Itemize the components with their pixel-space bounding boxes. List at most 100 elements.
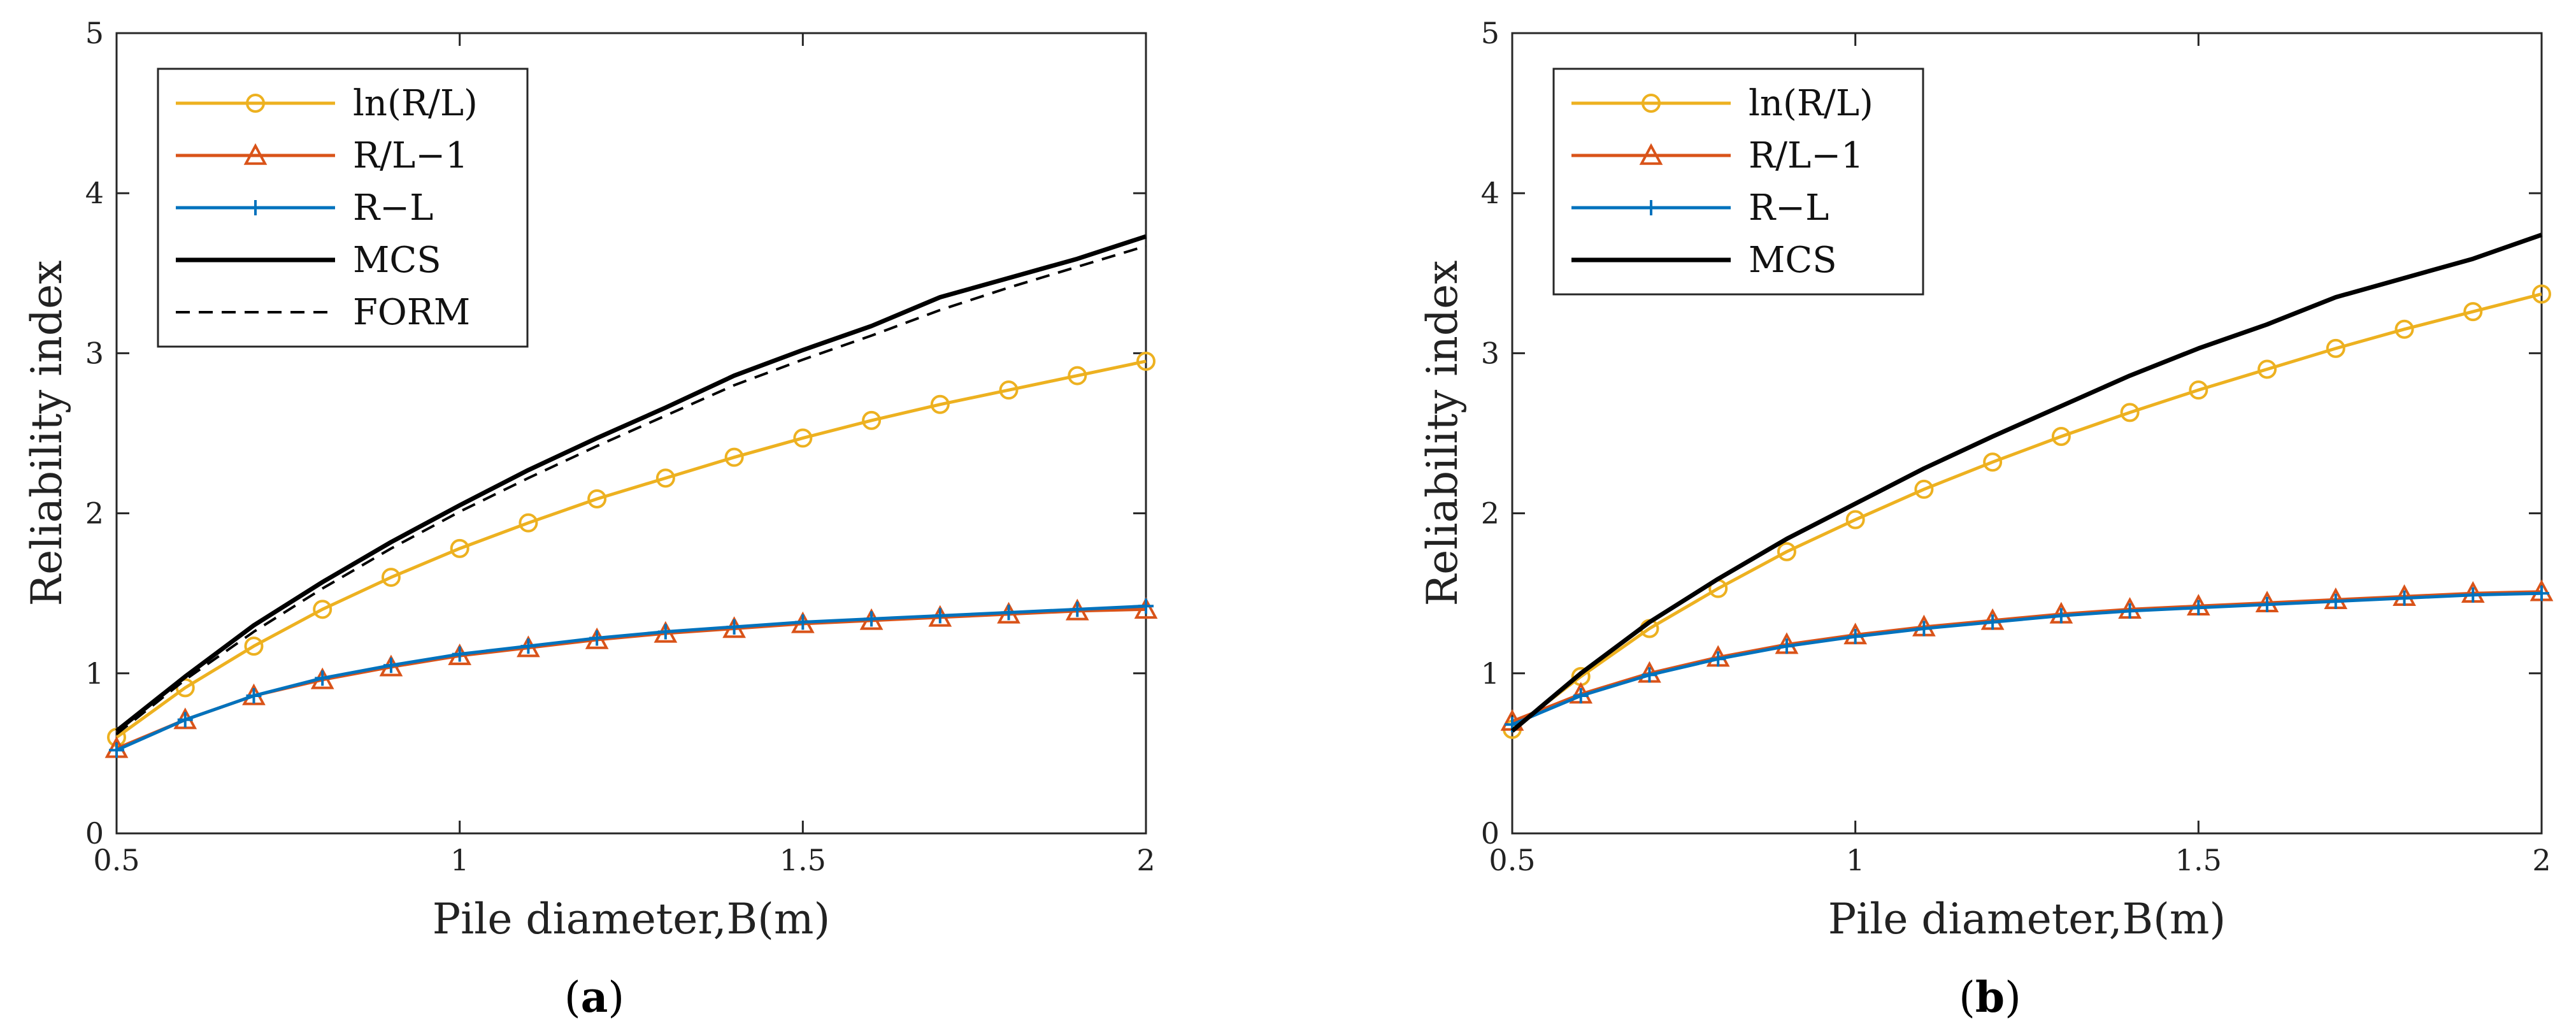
data-point-ln-r-l bbox=[1777, 542, 1796, 561]
data-point-r-l bbox=[1985, 614, 2001, 630]
data-point-ln-r-l bbox=[2258, 359, 2277, 379]
data-point-r-l bbox=[1778, 638, 1794, 654]
y-tick-label: 1 bbox=[85, 656, 104, 691]
legend-marker-r-l bbox=[248, 200, 263, 215]
legend-marker-r-l bbox=[1643, 200, 1659, 215]
data-point-ln-r-l bbox=[2051, 427, 2071, 447]
data-point-r-l bbox=[1710, 651, 1726, 667]
x-tick-label: 2 bbox=[2532, 843, 2551, 877]
legend-marker-ln-r-l bbox=[1642, 94, 1661, 113]
data-point-ln-r-l bbox=[381, 568, 401, 587]
data-point-r-l bbox=[2328, 593, 2343, 609]
x-tick-label: 1.5 bbox=[2175, 843, 2222, 877]
data-point-ln-r-l bbox=[1983, 452, 2003, 472]
data-point-r-l bbox=[520, 638, 536, 654]
series-line-mcs bbox=[115, 234, 1147, 733]
data-point-r-l bbox=[2053, 608, 2069, 624]
panel-label-open: ( bbox=[564, 973, 581, 1022]
legend-label-r-l: R−L bbox=[1749, 187, 1829, 229]
x-tick-label: 2 bbox=[1136, 843, 1155, 877]
panel-a: 0.5 1 1.5 2 0 1 2 3 4 5 ln(R/L) R/L−1 R−L MCS FORM Pi… bbox=[22, 16, 1158, 1022]
data-point-ln-r-l bbox=[793, 428, 813, 448]
data-point-r-l bbox=[1001, 605, 1017, 621]
data-point-ln-r-l bbox=[587, 489, 607, 508]
tick-labels: 0.5 1 1.5 2 0 1 2 3 4 5 bbox=[1481, 16, 2551, 877]
x-tick-label: 0.5 bbox=[93, 843, 140, 877]
series-line-ln-r-l bbox=[1511, 292, 2542, 731]
data-point-r-l bbox=[1642, 667, 1657, 683]
data-point-ln-r-l bbox=[2120, 403, 2140, 422]
data-point-r-l bbox=[452, 646, 468, 662]
y-tick-label: 0 bbox=[85, 816, 104, 851]
legend-label-form: FORM bbox=[353, 292, 470, 333]
data-point-ln-r-l bbox=[2532, 284, 2551, 304]
data-point-r-l bbox=[383, 658, 399, 673]
data-point-ln-r-l bbox=[313, 600, 333, 619]
data-point-ln-r-l bbox=[1136, 351, 1156, 371]
panel-label-close: ) bbox=[2005, 973, 2021, 1022]
legend-marker-ln-r-l bbox=[246, 94, 265, 113]
legend-label-r-l: R−L bbox=[353, 187, 433, 229]
data-point-r-l bbox=[246, 687, 262, 703]
data-point-r-l bbox=[932, 608, 948, 624]
y-tick-label: 5 bbox=[1481, 16, 1499, 50]
y-tick-label: 5 bbox=[85, 16, 104, 50]
y-axis-label: Reliability index bbox=[22, 261, 71, 607]
x-tick-label: 0.5 bbox=[1489, 843, 1535, 877]
legend-label-r-l-1: R/L−1 bbox=[353, 135, 468, 176]
x-tick-label: 1.5 bbox=[780, 843, 826, 877]
axis-ticks bbox=[1511, 32, 2543, 835]
data-point-r-l bbox=[2465, 587, 2481, 603]
data-point-r-l bbox=[1573, 687, 1589, 703]
legend-label-r-l-1: R/L−1 bbox=[1749, 135, 1864, 176]
data-point-ln-r-l bbox=[1914, 479, 1934, 499]
data-point-ln-r-l bbox=[655, 468, 675, 488]
legend-label-ln-r-l: ln(R/L) bbox=[353, 83, 478, 124]
data-point-r-l bbox=[1070, 601, 1085, 617]
data-point-r-l bbox=[589, 630, 605, 646]
y-tick-label: 2 bbox=[85, 496, 104, 531]
data-point-ln-r-l bbox=[2463, 302, 2483, 322]
data-point-ln-r-l bbox=[244, 637, 264, 656]
data-point-r-l bbox=[1916, 621, 1932, 637]
tick-labels: 0.5 1 1.5 2 0 1 2 3 4 5 bbox=[85, 16, 1156, 877]
y-tick-label: 3 bbox=[85, 336, 104, 370]
legend-label-mcs: MCS bbox=[1749, 240, 1837, 281]
x-axis-label: Pile diameter,B(m) bbox=[1828, 895, 2226, 944]
panel-label-letter: a bbox=[581, 972, 608, 1022]
legend: ln(R/L) R/L−1 R−L MCS bbox=[1552, 68, 1924, 296]
legend-box bbox=[1552, 68, 1924, 296]
data-point-r-l bbox=[795, 614, 811, 630]
legend: ln(R/L) R/L−1 R−L MCS FORM bbox=[157, 68, 529, 348]
data-point-r-l bbox=[2191, 600, 2207, 615]
data-point-ln-r-l bbox=[2394, 319, 2414, 339]
data-point-r-l bbox=[177, 712, 193, 728]
data-point-r-l bbox=[657, 624, 673, 640]
x-tick-label: 1 bbox=[450, 843, 469, 877]
y-tick-label: 4 bbox=[1481, 176, 1499, 210]
data-point-ln-r-l bbox=[862, 410, 882, 430]
x-axis-label: Pile diameter,B(m) bbox=[433, 895, 830, 944]
y-tick-label: 2 bbox=[1481, 496, 1499, 531]
data-point-r-l bbox=[109, 742, 124, 758]
panel-label-letter: b bbox=[1975, 972, 2005, 1022]
data-point-ln-r-l bbox=[519, 513, 538, 533]
data-point-ln-r-l bbox=[1068, 366, 1087, 385]
panel-label: (b) bbox=[1959, 972, 2021, 1022]
data-point-r-l bbox=[2534, 586, 2549, 601]
legend-marker-r-l-1 bbox=[243, 143, 268, 165]
data-point-r-l bbox=[1138, 598, 1154, 614]
series-line-form bbox=[115, 245, 1147, 735]
data-point-r-l bbox=[315, 670, 331, 686]
data-point-ln-r-l bbox=[2326, 338, 2345, 358]
panel-label-open: ( bbox=[1959, 973, 1975, 1022]
data-point-r-l-1 bbox=[1134, 597, 1158, 619]
data-point-r-l bbox=[1847, 629, 1863, 645]
data-point-ln-r-l bbox=[1845, 510, 1865, 529]
data-point-ln-r-l bbox=[2189, 380, 2208, 400]
x-tick-label: 1 bbox=[1846, 843, 1864, 877]
series-line-ln-r-l bbox=[115, 359, 1147, 739]
data-point-r-l bbox=[2122, 603, 2138, 619]
plot-area bbox=[1500, 233, 2554, 739]
